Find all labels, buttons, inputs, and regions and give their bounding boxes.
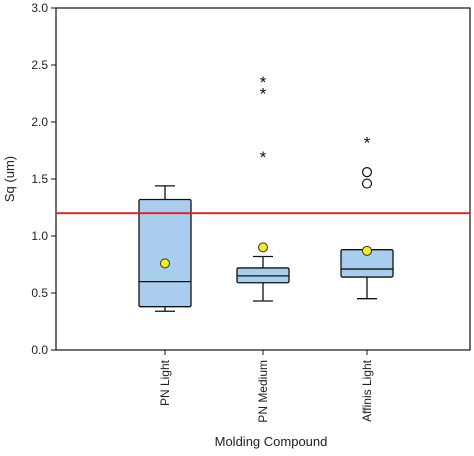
outlier-star: *: [260, 73, 267, 92]
category-label: PN Light: [158, 359, 172, 406]
box-0: [138, 185, 192, 312]
y-axis-title: Sq (um): [2, 156, 17, 202]
y-tick-label: 2.0: [31, 115, 48, 129]
mean-point: [160, 258, 170, 269]
category-label: Affinis Light: [360, 359, 374, 421]
category-label: PN Medium: [256, 360, 270, 423]
y-tick-label: 0.0: [31, 343, 48, 357]
outlier-circle: [361, 167, 373, 178]
y-tick-label: 1.0: [31, 229, 48, 243]
y-axis: 0.0 0.5 1.0 1.5 2.0 2.5 3.0: [31, 1, 56, 357]
outlier-circle: [361, 178, 373, 189]
outlier-star: *: [260, 84, 267, 103]
y-tick-label: 2.5: [31, 58, 48, 72]
y-tick-label: 3.0: [31, 1, 48, 15]
x-axis: PN Light PN Medium Affinis Light: [158, 350, 374, 423]
box-1: ***: [236, 73, 290, 302]
box-2: *: [340, 133, 394, 300]
outlier-star: *: [364, 133, 371, 152]
y-tick-label: 1.5: [31, 172, 48, 186]
boxes-layer: ****: [138, 73, 394, 312]
y-tick-label: 0.5: [31, 286, 48, 300]
iqr-box: [138, 198, 192, 308]
mean-point: [258, 242, 268, 253]
mean-point: [362, 245, 372, 256]
outlier-star: *: [260, 148, 267, 167]
x-axis-title: Molding Compound: [215, 434, 328, 449]
